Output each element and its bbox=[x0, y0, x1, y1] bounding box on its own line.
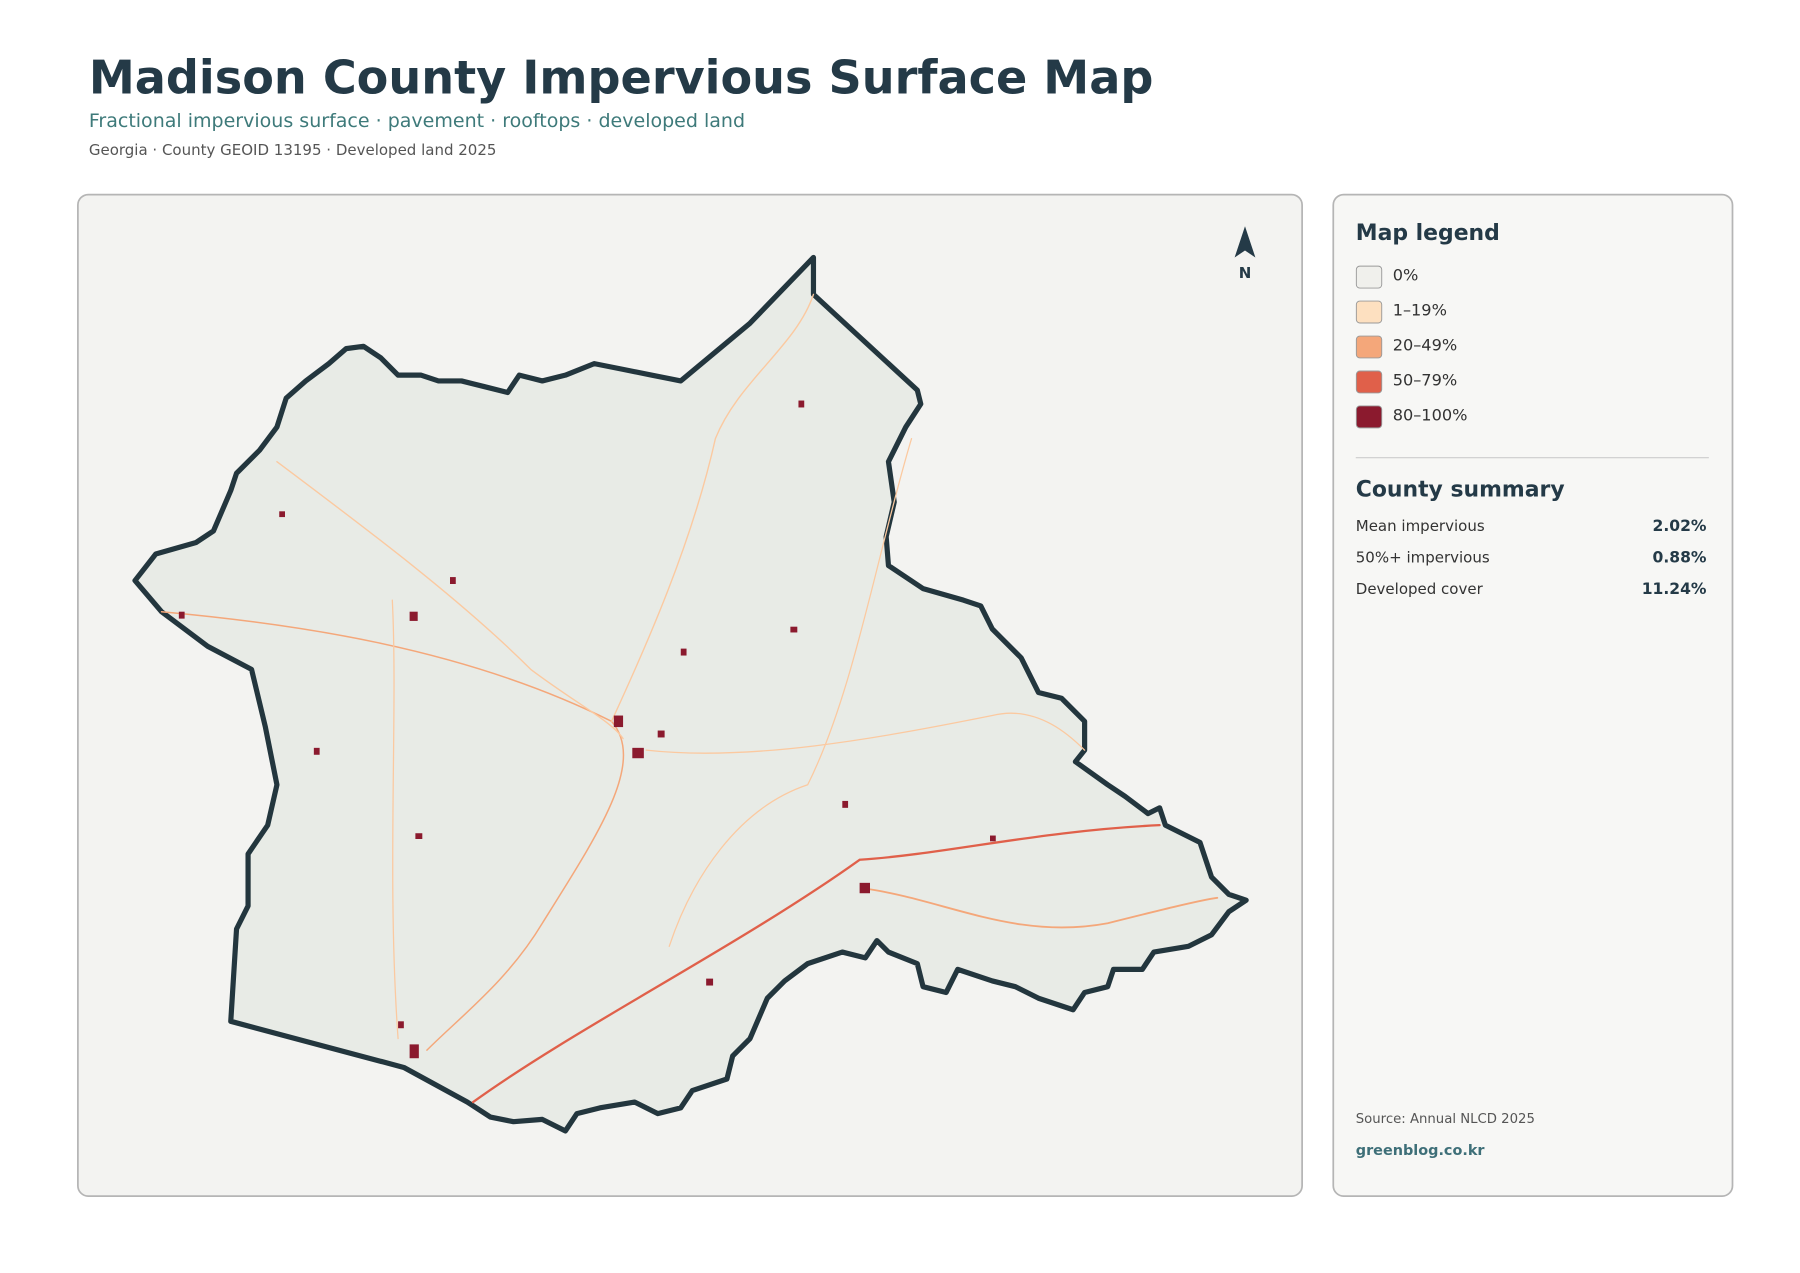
highway bbox=[471, 823, 1161, 1104]
summary-value: 11.24% bbox=[1642, 580, 1707, 598]
road bbox=[645, 712, 1086, 754]
legend-swatch bbox=[1355, 265, 1383, 289]
site: greenblog.co.kr bbox=[1356, 1143, 1486, 1159]
source: Source: Annual NLCD 2025 bbox=[1356, 1112, 1535, 1127]
title: Madison County Impervious Surface Map bbox=[89, 51, 1154, 105]
legend-swatch bbox=[1355, 300, 1383, 324]
roads bbox=[160, 293, 1219, 1104]
legend-title: Map legend bbox=[1356, 221, 1500, 246]
road bbox=[668, 437, 913, 947]
legend-swatch bbox=[1355, 335, 1383, 359]
summary: Mean impervious 2.02% 50%+ impervious 0.88%… bbox=[1356, 517, 1707, 598]
summary-title: County summary bbox=[1356, 477, 1565, 502]
legend-label: 1–19% bbox=[1393, 301, 1447, 320]
legend-label: 50–79% bbox=[1393, 370, 1457, 389]
subtitle: Fractional impervious surface · pavement… bbox=[89, 110, 745, 132]
summary-label: Developed cover bbox=[1356, 580, 1484, 598]
legend-swatch bbox=[1355, 405, 1383, 429]
road bbox=[160, 610, 625, 1051]
legend-swatch bbox=[1355, 370, 1383, 394]
legend-label: 80–100% bbox=[1393, 405, 1468, 424]
north-arrow bbox=[1234, 226, 1256, 258]
legend: 0% 1–19% 20–49% 50–79% 80–100% bbox=[1355, 265, 1468, 429]
dense-patches bbox=[178, 400, 996, 1059]
road bbox=[864, 887, 1219, 929]
summary-value: 2.02% bbox=[1653, 517, 1707, 535]
road bbox=[391, 599, 399, 1040]
legend-label: 0% bbox=[1393, 266, 1419, 285]
summary-value: 0.88% bbox=[1653, 548, 1707, 566]
side-panel bbox=[1332, 193, 1734, 1197]
summary-label: Mean impervious bbox=[1356, 517, 1485, 535]
legend-label: 20–49% bbox=[1393, 335, 1457, 354]
meta: Georgia · County GEOID 13195 · Developed… bbox=[89, 141, 497, 159]
north-label: N bbox=[1239, 264, 1252, 282]
road bbox=[610, 293, 815, 722]
summary-label: 50%+ impervious bbox=[1356, 548, 1490, 566]
road bbox=[276, 460, 624, 740]
